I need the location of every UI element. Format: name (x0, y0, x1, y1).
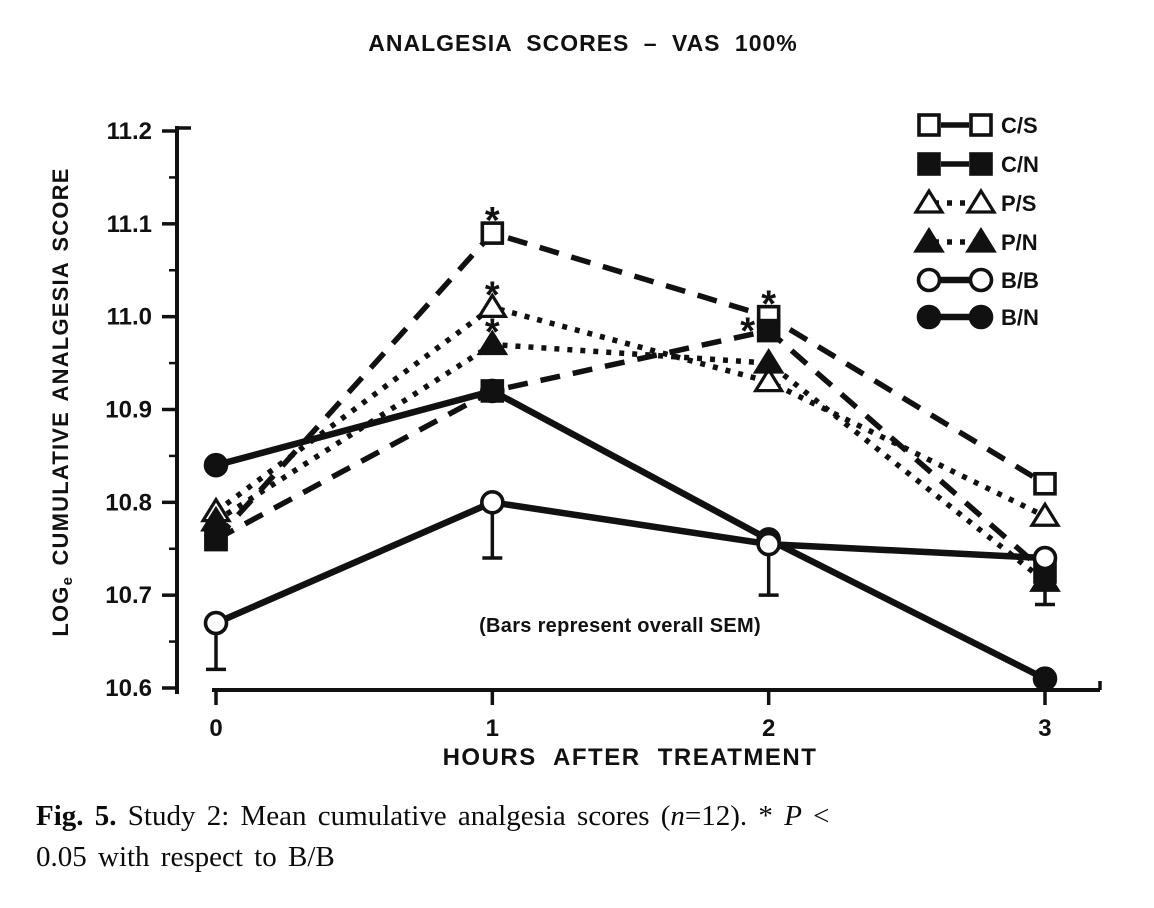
y-tick-label: 11.1 (107, 211, 152, 238)
legend-label: C/N (1001, 152, 1039, 177)
series-line (214, 327, 1047, 575)
legend-row-c-s: C/S (917, 113, 1038, 138)
y-tick-label: 11.0 (107, 304, 152, 331)
filled-square-marker (756, 318, 781, 343)
legend-label: P/N (1001, 230, 1038, 255)
legend-label: B/B (1001, 268, 1039, 293)
legend-row-c-n: C/N (917, 152, 1039, 177)
series-line (215, 387, 1047, 682)
filled-circle-marker (968, 304, 994, 330)
y-tick-label: 10.6 (105, 675, 152, 702)
series-line (213, 229, 1047, 542)
open-circle-marker (1032, 545, 1058, 571)
open-square-marker (1033, 471, 1057, 496)
open-circle-marker (968, 267, 994, 293)
significance-asterisk: * (485, 274, 500, 316)
y-tick-label: 10.8 (105, 489, 152, 516)
significance-asterisk: * (761, 284, 776, 326)
sem-annotation: (Bars represent overall SEM) (479, 615, 761, 637)
open-circle-marker (203, 610, 229, 636)
open-circle-marker (480, 490, 505, 515)
filled-square-marker (917, 152, 941, 176)
x-tick-label: 0 (209, 715, 222, 742)
open-triangle-marker (913, 187, 945, 214)
legend-label: B/N (1001, 305, 1039, 330)
legend-row-b-n: B/N (916, 304, 1039, 330)
series-c-n (204, 318, 1057, 584)
caption-fig-label: Fig. 5. (36, 800, 117, 832)
series-b-b (203, 490, 1058, 672)
chart-title: ANALGESIA SCORES – VAS 100% (368, 30, 798, 56)
axes: 11.2 11.1 11.0 10.9 10.8 10.7 10.6 0 1 2 3 (105, 118, 1102, 742)
caption-part1: Study 2: Mean cumulative analgesia score… (116, 800, 671, 832)
caption-line2: 0.05 with respect to B/B (36, 841, 335, 874)
series-line (214, 498, 1046, 626)
significance-asterisk: * (485, 200, 500, 242)
caption-part3: < (801, 800, 830, 832)
filled-square-marker (204, 527, 228, 552)
x-tick-label: 2 (762, 715, 775, 742)
open-circle-marker (756, 531, 781, 557)
legend-row-p-s: P/S (913, 187, 1036, 216)
filled-triangle-marker (913, 226, 945, 253)
open-triangle-marker (1029, 501, 1061, 527)
x-tick-label: 1 (486, 715, 499, 742)
open-square-marker (969, 113, 993, 137)
legend: C/S C/N P/S P/N B/B B/N (913, 113, 1039, 330)
filled-circle-marker (1032, 666, 1058, 692)
filled-triangle-marker (965, 226, 997, 253)
open-triangle-marker (965, 187, 997, 214)
filled-triangle-marker (752, 348, 785, 374)
x-axis-title: HOURS AFTER TREATMENT (442, 744, 818, 771)
caption-part2: =12). * (684, 800, 785, 832)
series-line (214, 304, 1047, 519)
open-triangle-marker (752, 366, 785, 393)
significance-asterisk: * (740, 311, 755, 353)
y-tick-label: 10.7 (105, 582, 152, 609)
filled-square-marker (480, 379, 505, 403)
open-square-marker (480, 221, 505, 245)
open-triangle-marker (476, 292, 509, 318)
significance-asterisk: * (485, 312, 500, 354)
open-square-marker (917, 113, 941, 137)
y-tick-label: 11.2 (107, 118, 152, 145)
caption-italic-p: P (784, 800, 802, 832)
open-circle-marker (916, 267, 942, 293)
filled-triangle-marker (476, 329, 509, 356)
caption-italic-n: n (670, 800, 685, 832)
filled-circle-marker (916, 304, 942, 330)
legend-label: C/S (1001, 113, 1038, 138)
legend-row-b-b: B/B (916, 267, 1039, 293)
y-tick-label: 10.9 (105, 397, 152, 424)
series-p-n (200, 329, 1061, 592)
x-tick-label: 3 (1038, 715, 1051, 742)
filled-square-marker (969, 152, 993, 176)
legend-label: P/S (1001, 191, 1036, 216)
filled-circle-marker (203, 452, 229, 478)
series-line (214, 341, 1047, 584)
legend-row-p-n: P/N (913, 226, 1038, 255)
figure-caption: Fig. 5. Study 2: Mean cumulative analges… (36, 796, 1132, 878)
